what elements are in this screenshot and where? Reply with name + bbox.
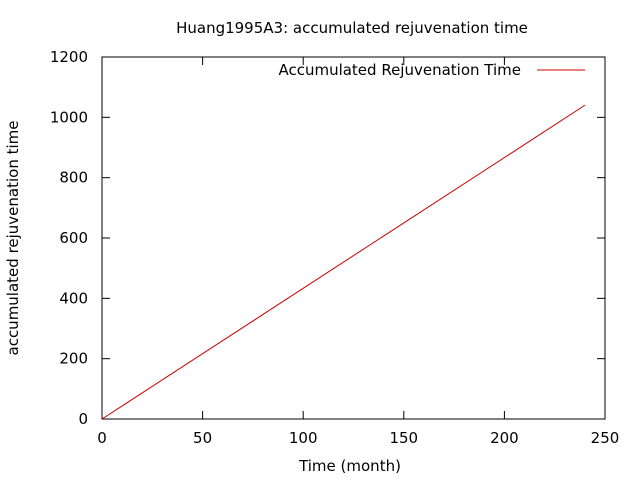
series-line — [101, 104, 586, 420]
legend: Accumulated Rejuvenation Time — [278, 61, 585, 79]
x-tick-label: 0 — [97, 429, 107, 447]
y-ticks: 0 200 400 600 800 1000 1200 — [50, 48, 605, 428]
legend-label: Accumulated Rejuvenation Time — [278, 61, 521, 79]
y-tick-label: 600 — [59, 229, 88, 247]
series-lines — [101, 104, 586, 420]
x-axis-label: Time (month) — [298, 457, 401, 475]
x-tick-label: 250 — [591, 429, 620, 447]
plot-border — [101, 56, 606, 420]
x-tick-label: 200 — [490, 429, 519, 447]
y-tick-label: 1000 — [50, 108, 88, 126]
y-axis-label: accumulated rejuvenation time — [4, 120, 22, 355]
y-tick-label: 400 — [59, 289, 88, 307]
x-tick-label: 150 — [389, 429, 418, 447]
y-tick-label: 1200 — [50, 48, 88, 66]
y-tick-label: 0 — [78, 410, 88, 428]
x-tick-label: 100 — [289, 429, 318, 447]
y-tick-label: 200 — [59, 350, 88, 368]
chart-title: Huang1995A3: accumulated rejuvenation ti… — [176, 19, 528, 37]
y-tick-label: 800 — [59, 169, 88, 187]
x-tick-label: 50 — [193, 429, 212, 447]
x-ticks: 0 50 100 150 200 250 — [97, 57, 619, 447]
